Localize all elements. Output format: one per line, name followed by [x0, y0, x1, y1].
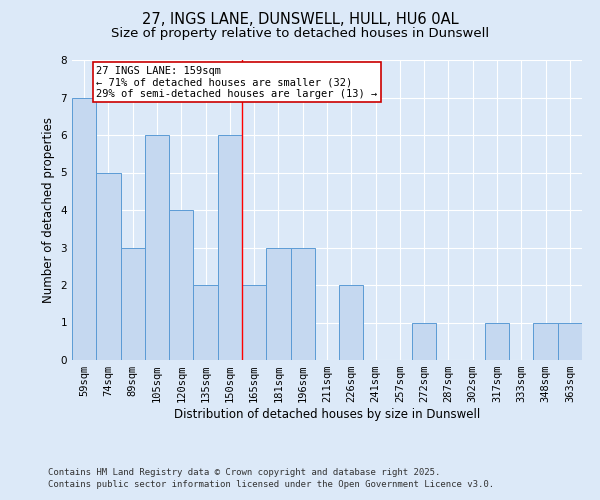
- Bar: [242, 285, 266, 360]
- Bar: [121, 248, 145, 360]
- Bar: [339, 285, 364, 360]
- Bar: [558, 322, 582, 360]
- X-axis label: Distribution of detached houses by size in Dunswell: Distribution of detached houses by size …: [174, 408, 480, 421]
- Bar: [72, 98, 96, 360]
- Bar: [533, 322, 558, 360]
- Bar: [485, 322, 509, 360]
- Bar: [145, 135, 169, 360]
- Bar: [193, 285, 218, 360]
- Bar: [169, 210, 193, 360]
- Bar: [218, 135, 242, 360]
- Text: Size of property relative to detached houses in Dunswell: Size of property relative to detached ho…: [111, 28, 489, 40]
- Text: 27, INGS LANE, DUNSWELL, HULL, HU6 0AL: 27, INGS LANE, DUNSWELL, HULL, HU6 0AL: [142, 12, 458, 28]
- Bar: [412, 322, 436, 360]
- Bar: [266, 248, 290, 360]
- Bar: [290, 248, 315, 360]
- Text: Contains HM Land Registry data © Crown copyright and database right 2025.
Contai: Contains HM Land Registry data © Crown c…: [48, 468, 494, 489]
- Y-axis label: Number of detached properties: Number of detached properties: [42, 117, 55, 303]
- Bar: [96, 172, 121, 360]
- Text: 27 INGS LANE: 159sqm
← 71% of detached houses are smaller (32)
29% of semi-detac: 27 INGS LANE: 159sqm ← 71% of detached h…: [96, 66, 377, 99]
